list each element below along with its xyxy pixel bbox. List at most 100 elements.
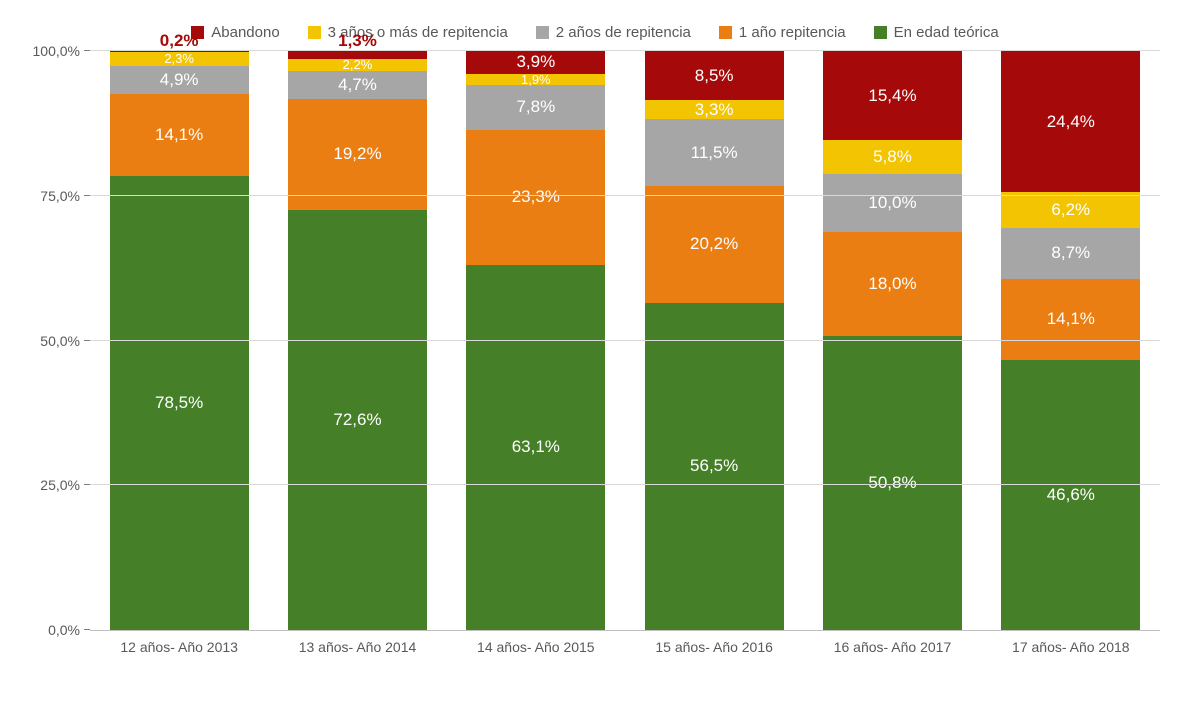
bar-segment-rep3: 2,2% bbox=[288, 59, 427, 72]
stacked-bar-chart: Abandono 3 años o más de repitencia 2 años… bbox=[20, 20, 1170, 684]
bar: 72,6% 19,2% 4,7% 2,2%1,3% bbox=[288, 51, 427, 630]
bar-segment-label: 3,3% bbox=[695, 100, 734, 120]
bar-segment-rep3: 1,9% bbox=[466, 74, 605, 85]
bar-segment-label: 5,8% bbox=[873, 147, 912, 167]
bar-segment-label: 56,5% bbox=[690, 456, 738, 476]
bar-segment-label: 14,1% bbox=[1047, 309, 1095, 329]
bar-segment-label: 24,4% bbox=[1047, 112, 1095, 132]
bar-segment-label: 11,5% bbox=[691, 143, 738, 163]
bar-segment-teorica: 63,1% bbox=[466, 265, 605, 630]
gridline bbox=[90, 50, 1160, 51]
bar-slot: 56,5% 20,2% 11,5% 3,3% 8,5% bbox=[625, 51, 803, 630]
y-tick bbox=[84, 195, 90, 196]
bar-segment-label: 50,8% bbox=[868, 473, 916, 493]
x-axis-label: 16 años- Año 2017 bbox=[803, 631, 981, 655]
bar-slot: 63,1% 23,3% 7,8% 1,9%3,9% bbox=[447, 51, 625, 630]
bar-segment-rep1: 20,2% bbox=[645, 186, 784, 303]
y-axis-label: 0,0% bbox=[20, 622, 80, 638]
bar-segment-abandono: 3,9% bbox=[466, 51, 605, 74]
bar-slot: 46,6% 14,1% 8,7% 6,2% 24,4% bbox=[982, 51, 1160, 630]
bar-segment-label: 4,7% bbox=[338, 75, 377, 95]
legend-swatch bbox=[308, 26, 321, 39]
bar-segment-label: 14,1% bbox=[155, 125, 203, 145]
bar-segment-rep2: 4,7% bbox=[288, 71, 427, 98]
y-tick bbox=[84, 50, 90, 51]
bar-segment-label: 72,6% bbox=[333, 410, 381, 430]
legend-label: En edad teórica bbox=[894, 24, 999, 41]
bar-segment-rep3: 2,3% bbox=[110, 52, 249, 65]
bar: 50,8% 18,0% 10,0% 5,8% 15,4% bbox=[823, 51, 962, 630]
bar-segment-abandono: 1,3% bbox=[288, 51, 427, 59]
bar-segment-label: 3,9% bbox=[516, 52, 555, 72]
y-axis-label: 50,0% bbox=[20, 333, 80, 349]
bar-segment-abandono: 24,4% bbox=[1001, 51, 1140, 192]
bar-segment-label: 4,9% bbox=[160, 70, 199, 90]
bar: 56,5% 20,2% 11,5% 3,3% 8,5% bbox=[645, 51, 784, 630]
bar-segment-rep2: 8,7% bbox=[1001, 228, 1140, 278]
legend-item: 2 años de repitencia bbox=[536, 24, 691, 41]
bar-segment-abandono: 0,2% bbox=[110, 51, 249, 52]
bar-segment-abandono: 15,4% bbox=[823, 51, 962, 140]
bar-segment-label: 7,8% bbox=[516, 97, 555, 117]
legend-item: Abandono bbox=[191, 24, 279, 41]
legend-item: En edad teórica bbox=[874, 24, 999, 41]
legend-label: 1 año repitencia bbox=[739, 24, 846, 41]
legend-label: 2 años de repitencia bbox=[556, 24, 691, 41]
x-axis-label: 12 años- Año 2013 bbox=[90, 631, 268, 655]
y-tick bbox=[84, 484, 90, 485]
legend-item: 1 año repitencia bbox=[719, 24, 846, 41]
bar-segment-rep2: 11,5% bbox=[645, 119, 784, 186]
bar: 63,1% 23,3% 7,8% 1,9%3,9% bbox=[466, 51, 605, 630]
legend-swatch bbox=[874, 26, 887, 39]
bar-segment-rep2: 10,0% bbox=[823, 174, 962, 232]
bar-segment-rep3: 6,2% bbox=[1001, 192, 1140, 228]
bar-segment-label: 78,5% bbox=[155, 393, 203, 413]
bar-segment-teorica: 50,8% bbox=[823, 336, 962, 630]
bar-segment-rep1: 18,0% bbox=[823, 232, 962, 336]
legend-swatch bbox=[536, 26, 549, 39]
bar-segment-teorica: 56,5% bbox=[645, 303, 784, 630]
legend-label: 3 años o más de repitencia bbox=[328, 24, 508, 41]
gridline bbox=[90, 340, 1160, 341]
bar-segment-label: 2,2% bbox=[343, 57, 373, 72]
y-axis-label: 25,0% bbox=[20, 477, 80, 493]
bar-segment-rep1: 19,2% bbox=[288, 99, 427, 210]
bar-segment-label: 63,1% bbox=[512, 437, 560, 457]
bar-segment-rep1: 23,3% bbox=[466, 130, 605, 265]
bars-container: 78,5% 14,1% 4,9% 2,3%0,2% 72,6% 19,2% 4,7% 2,2%… bbox=[90, 51, 1160, 630]
legend-item: 3 años o más de repitencia bbox=[308, 24, 508, 41]
y-tick bbox=[84, 340, 90, 341]
bar-segment-rep1: 14,1% bbox=[1001, 279, 1140, 361]
bar-segment-label: 18,0% bbox=[868, 274, 916, 294]
bar-segment-label: 8,7% bbox=[1051, 243, 1090, 263]
bar-segment-rep3: 5,8% bbox=[823, 140, 962, 174]
bar-segment-abandono: 8,5% bbox=[645, 51, 784, 100]
y-tick bbox=[84, 629, 90, 630]
plot-area: 78,5% 14,1% 4,9% 2,3%0,2% 72,6% 19,2% 4,7% 2,2%… bbox=[90, 51, 1160, 631]
x-axis: 12 años- Año 201313 años- Año 201414 año… bbox=[90, 631, 1160, 655]
bar: 78,5% 14,1% 4,9% 2,3%0,2% bbox=[110, 51, 249, 630]
bar-segment-label: 1,9% bbox=[521, 72, 551, 87]
bar-segment-label: 23,3% bbox=[512, 187, 560, 207]
gridline bbox=[90, 484, 1160, 485]
bar-slot: 50,8% 18,0% 10,0% 5,8% 15,4% bbox=[803, 51, 981, 630]
bar-segment-label: 8,5% bbox=[695, 66, 734, 86]
legend-swatch bbox=[191, 26, 204, 39]
bar-segment-label: 6,2% bbox=[1051, 200, 1090, 220]
bar-segment-label: 20,2% bbox=[690, 234, 738, 254]
gridline bbox=[90, 195, 1160, 196]
bar-segment-rep2: 4,9% bbox=[110, 66, 249, 94]
x-axis-label: 17 años- Año 2018 bbox=[982, 631, 1160, 655]
y-axis-label: 100,0% bbox=[20, 43, 80, 59]
bar-segment-teorica: 78,5% bbox=[110, 176, 249, 631]
bar-segment-teorica: 46,6% bbox=[1001, 360, 1140, 630]
legend-swatch bbox=[719, 26, 732, 39]
bar-segment-teorica: 72,6% bbox=[288, 210, 427, 630]
bar-segment-rep3: 3,3% bbox=[645, 100, 784, 119]
x-axis-label: 14 años- Año 2015 bbox=[447, 631, 625, 655]
legend: Abandono 3 años o más de repitencia 2 años… bbox=[20, 20, 1170, 51]
legend-label: Abandono bbox=[211, 24, 279, 41]
bar-segment-label: 19,2% bbox=[333, 144, 381, 164]
bar-segment-rep1: 14,1% bbox=[110, 94, 249, 176]
bar-slot: 78,5% 14,1% 4,9% 2,3%0,2% bbox=[90, 51, 268, 630]
